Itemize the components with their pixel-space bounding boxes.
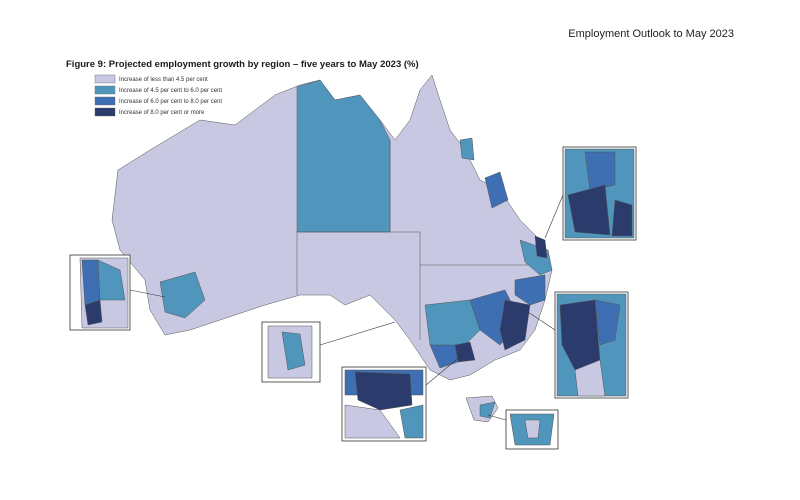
region <box>399 404 424 439</box>
northern-territory <box>296 79 391 233</box>
region <box>97 259 126 301</box>
region <box>524 419 541 439</box>
inset-hobart <box>487 409 559 450</box>
region <box>484 171 509 209</box>
region <box>429 344 459 369</box>
region <box>281 331 306 371</box>
inset-melbourne <box>341 354 463 442</box>
region <box>459 137 475 161</box>
region <box>611 199 633 237</box>
legend-swatch <box>94 85 116 95</box>
leader-line <box>319 321 396 346</box>
legend-swatch <box>94 107 116 117</box>
legend: Increase of less than 4.5 per cent Increa… <box>94 74 222 117</box>
legend-label: Increase of 6.0 per cent to 8.0 per cent <box>119 99 222 105</box>
legend-swatch <box>94 74 116 84</box>
region <box>574 359 606 397</box>
inset-adelaide <box>261 321 396 383</box>
leader-line <box>425 354 463 386</box>
leader-line <box>129 289 166 298</box>
figure-title: Figure 9: Projected employment growth by… <box>66 59 419 70</box>
legend-label: Increase of 4.5 per cent to 6.0 per cent <box>119 88 222 94</box>
region <box>84 299 103 326</box>
region <box>344 404 401 439</box>
leader-line <box>527 311 556 331</box>
region <box>81 259 101 306</box>
region <box>584 151 616 191</box>
legend-swatch <box>94 96 116 106</box>
legend-label: Increase of 8.0 per cent or more <box>119 110 205 116</box>
perth-region <box>159 271 206 319</box>
region <box>594 299 621 346</box>
leader-line <box>487 414 507 421</box>
inset-sydney <box>527 291 629 399</box>
header: Employment Outlook to May 2023 <box>568 28 734 40</box>
region <box>567 184 611 236</box>
region <box>499 299 531 351</box>
leader-line <box>544 194 564 239</box>
region <box>479 401 496 419</box>
sa-border <box>296 140 540 340</box>
brisbane-region <box>534 235 548 259</box>
legend-label: Increase of less than 4.5 per cent <box>119 77 208 83</box>
inset-perth <box>69 254 166 331</box>
region <box>424 299 481 351</box>
region <box>514 274 546 306</box>
inset-brisbane <box>544 146 637 241</box>
region <box>354 371 413 411</box>
